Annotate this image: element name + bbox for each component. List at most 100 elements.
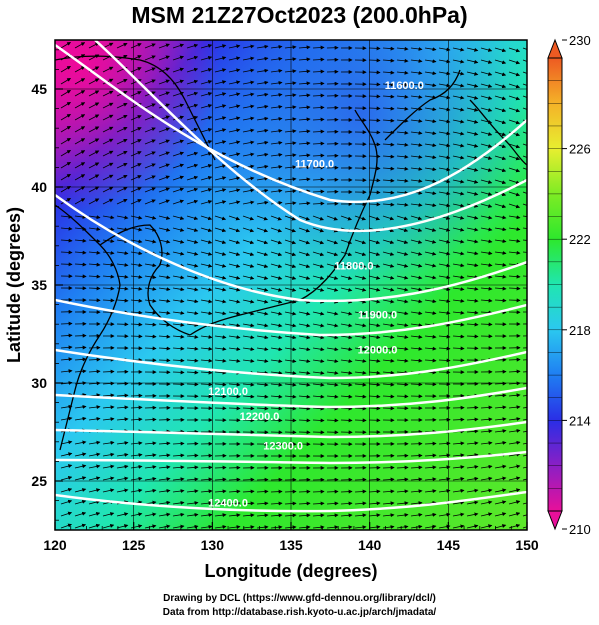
wind-vector [368,358,381,363]
wind-vector [508,47,521,53]
wind-vector [158,251,171,256]
contour-label: 12100.0 [208,386,248,398]
wind-vector [410,107,423,111]
wind-vector [270,275,283,280]
wind-vector [284,189,297,194]
wind-vector [116,186,128,193]
wind-vector [480,47,493,52]
wind-vector [144,215,157,220]
wind-vector [144,334,157,339]
wind-vector [466,476,479,481]
wind-vector [298,311,311,316]
wind-vector [494,440,507,445]
wind-vector [242,80,255,85]
wind-vector [256,394,269,399]
wind-vector [354,359,367,363]
wind-vector [116,162,128,169]
wind-vector [102,138,114,145]
wind-vector [102,405,115,410]
wind-vector [214,188,227,193]
wind-vector [102,198,114,205]
wind-vector [466,119,479,124]
wind-vector [256,92,269,97]
wind-vector [382,118,395,123]
wind-vector [368,239,381,245]
wind-vector [284,287,297,292]
wind-vector [172,251,185,256]
wind-vector [270,104,283,109]
wind-vector [298,359,311,364]
wind-vector [368,311,381,316]
wind-vector [368,94,381,99]
wind-vector [200,239,213,244]
wind-vector [312,323,325,328]
wind-vector [116,464,129,469]
wind-vector [508,405,521,410]
wind-vector [396,489,409,494]
wind-vector [242,92,255,97]
wind-vector [410,311,423,316]
wind-vector [312,117,325,122]
wind-vector [200,370,213,375]
wind-vector [102,262,115,267]
wind-vector [130,227,143,232]
wind-vector [186,299,199,304]
wind-vector [298,335,311,340]
wind-vector [60,333,73,338]
wind-vector [438,358,451,363]
wind-vector [424,131,437,136]
wind-vector [396,202,409,207]
wind-vector [242,44,255,49]
wind-vector [368,323,381,328]
wind-vector [410,131,423,135]
wind-vector [354,311,367,316]
wind-vector [74,452,87,457]
wind-vector [74,215,87,219]
wind-vector [340,263,353,268]
wind-vector [130,199,142,205]
wind-vector [88,198,100,205]
wind-vector [396,275,409,280]
wind-vector [382,382,395,387]
wind-vector [284,335,297,340]
wind-vector [214,44,227,49]
wind-vector [508,452,521,457]
wind-vector [312,275,325,280]
wind-vector [116,150,128,157]
wind-vector [256,370,269,375]
wind-vector [424,441,437,446]
wind-vector [326,311,339,316]
wind-vector [410,489,423,494]
wind-vector [214,287,227,292]
wind-vector [284,177,297,182]
wind-vector [298,347,311,352]
wind-vector [466,131,479,136]
wind-vector [102,186,114,193]
wind-vector [228,251,241,256]
wind-vector [60,404,73,409]
wind-vector [480,203,493,208]
wind-vector [508,107,521,113]
wind-vector [88,186,100,193]
wind-vector [508,488,521,493]
wind-vector [494,393,507,398]
wind-vector [424,71,437,76]
wind-vector [396,239,409,244]
wind-vector [102,369,115,374]
wind-vector [312,165,325,170]
wind-vector [452,119,465,124]
wind-vector [242,489,255,494]
colorbar-tick-label: 218 [569,323,591,338]
wind-vector [88,238,101,243]
wind-vector [312,177,325,182]
wind-vector [88,262,101,267]
wind-vector [172,287,185,292]
wind-vector [466,191,479,196]
wind-vector [438,107,451,112]
wind-vector [256,418,269,423]
wind-vector [466,95,479,100]
wind-vector [228,128,241,133]
wind-vector [438,227,451,232]
wind-vector [522,395,527,397]
wind-vector [382,394,395,399]
